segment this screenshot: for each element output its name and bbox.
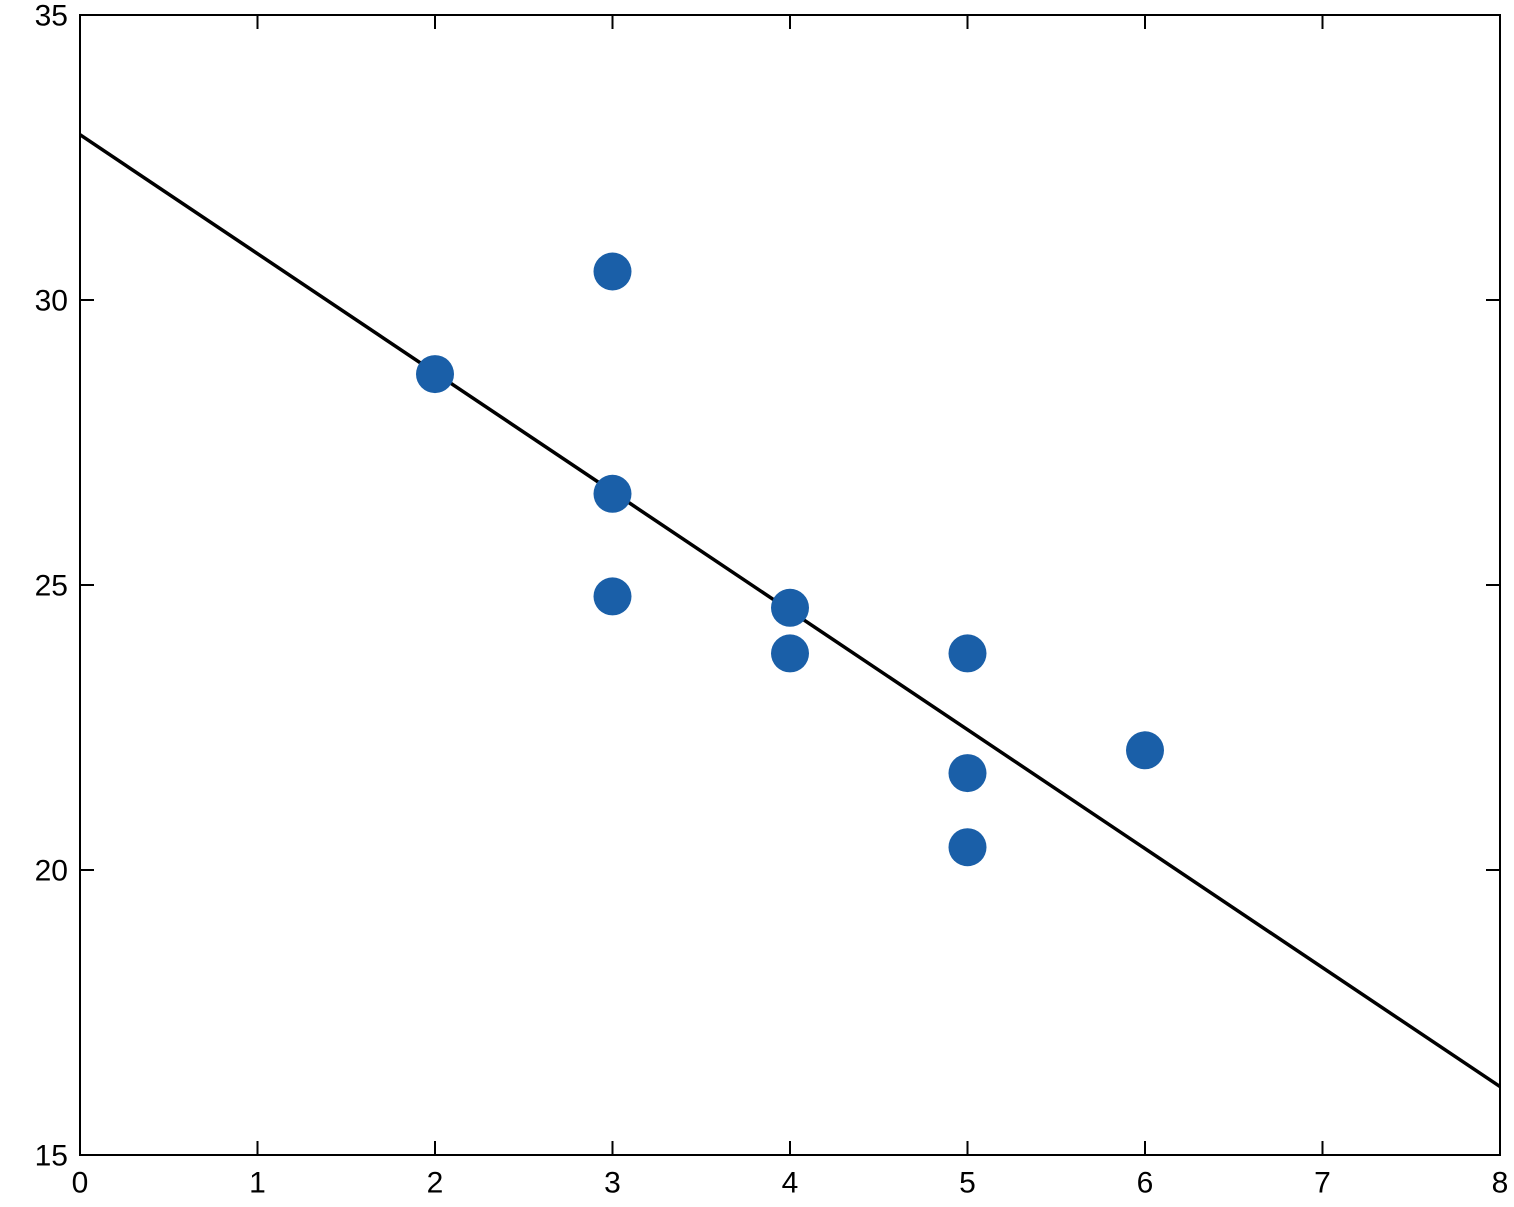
scatter-point: [416, 355, 454, 393]
scatter-point: [949, 828, 987, 866]
x-tick-label: 3: [604, 1167, 621, 1200]
x-tick-label: 8: [1492, 1167, 1509, 1200]
scatter-point: [594, 253, 632, 291]
x-tick-label: 5: [959, 1167, 976, 1200]
scatter-point: [771, 634, 809, 672]
scatter-point: [949, 634, 987, 672]
x-tick-label: 4: [782, 1167, 799, 1200]
y-tick-label: 35: [35, 0, 68, 33]
y-tick-label: 30: [35, 285, 68, 318]
y-tick-label: 25: [35, 570, 68, 603]
x-tick-label: 0: [72, 1167, 89, 1200]
scatter-point: [771, 589, 809, 627]
y-tick-label: 15: [35, 1140, 68, 1173]
scatter-point: [594, 577, 632, 615]
x-tick-label: 2: [427, 1167, 444, 1200]
scatter-point: [949, 754, 987, 792]
x-tick-label: 6: [1137, 1167, 1154, 1200]
x-tick-label: 1: [249, 1167, 266, 1200]
chart-svg: 0 1 2 3 4 5 6 7 8 15 20 25 30 35: [0, 0, 1514, 1207]
x-tick-label: 7: [1314, 1167, 1331, 1200]
scatter-point: [594, 475, 632, 513]
scatter-point: [1126, 731, 1164, 769]
scatter-chart: 0 1 2 3 4 5 6 7 8 15 20 25 30 35: [0, 0, 1514, 1207]
chart-background: [0, 0, 1514, 1207]
y-tick-label: 20: [35, 855, 68, 888]
